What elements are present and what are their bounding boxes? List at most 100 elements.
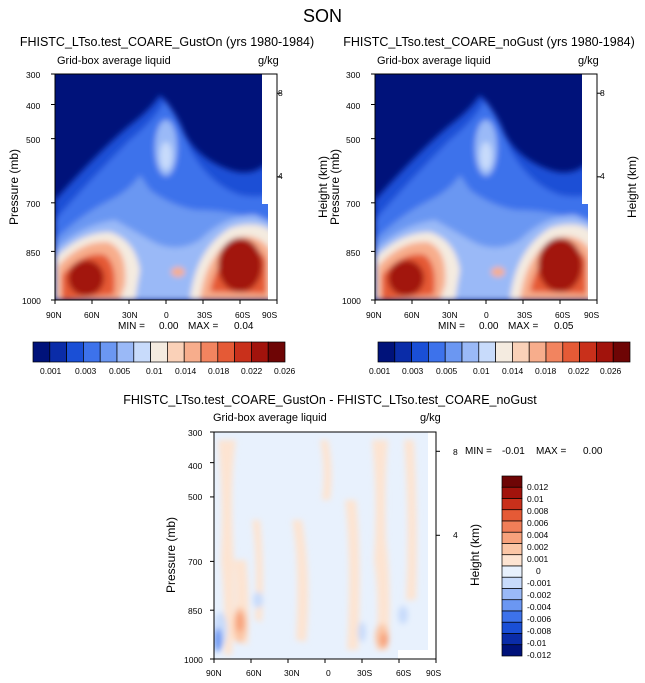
cb3-label-0: 0 <box>536 566 541 576</box>
colorbar-swatch <box>501 576 523 589</box>
colorbar-swatch <box>83 341 101 363</box>
panel2-xtick-30s: 30S <box>517 310 533 320</box>
panel3-xtick-30s: 30S <box>357 668 373 678</box>
panel1-min-value: 0.00 <box>159 321 179 332</box>
cb3-label-0.01: 0.01 <box>527 494 544 504</box>
colorbar-swatch <box>501 565 523 578</box>
colorbar-swatch <box>528 341 547 363</box>
cb3-label-0.012: 0.012 <box>527 482 549 492</box>
panel1-xtick-0: 0 <box>164 310 169 320</box>
panel3-field-label: Grid-box average liquid <box>213 412 327 424</box>
panel3-xtick-30n: 30N <box>284 668 300 678</box>
colorbar-swatch <box>428 341 446 363</box>
cb1-label-0.014: 0.014 <box>175 366 197 376</box>
colorbar-swatch <box>501 498 523 511</box>
panel2-max-label: MAX = <box>508 321 539 332</box>
cb3-label-neg0.002: -0.002 <box>527 590 552 600</box>
cb2-label-0.022: 0.022 <box>568 366 590 376</box>
cb3-label-neg0.012: -0.012 <box>527 650 552 660</box>
colorbar-swatch <box>501 475 523 488</box>
cb3-label-neg0.006: -0.006 <box>527 614 552 624</box>
panel1-xtick-90s: 90S <box>262 310 278 320</box>
panel3-y2tick-4: 4 <box>453 530 458 540</box>
panel2-ytick-850: 850 <box>346 248 361 258</box>
colorbar-swatch <box>461 341 480 363</box>
colorbar-panel2 <box>377 341 631 363</box>
colorbar-swatch <box>579 341 597 363</box>
colorbar-swatch <box>267 341 286 363</box>
colorbar-swatch <box>501 486 523 499</box>
panel1-y2tick-4: 4 <box>278 171 283 181</box>
panel2-y2tick-4: 4 <box>600 171 605 181</box>
colorbar-swatch <box>501 509 523 522</box>
panel2-max-value: 0.05 <box>554 321 574 332</box>
panel2-ytick-500: 500 <box>346 135 361 145</box>
panel1-plot <box>54 73 278 301</box>
colorbar-swatch <box>49 341 67 363</box>
panel2-ytick-700: 700 <box>346 199 361 209</box>
panel3-ytick-1000: 1000 <box>184 655 203 665</box>
cb3-label-0.002: 0.002 <box>527 542 549 552</box>
panel3-ytick-300: 300 <box>188 428 203 438</box>
panel3-xtick-90n: 90N <box>206 668 222 678</box>
colorbar-swatch <box>612 341 631 363</box>
colorbar-swatch <box>512 341 530 363</box>
panel1-max-label: MAX = <box>188 321 219 332</box>
panel2-ytick-1000: 1000 <box>342 296 361 306</box>
cb2-label-0.014: 0.014 <box>502 366 524 376</box>
colorbar-swatch <box>501 610 523 623</box>
cb1-label-0.026: 0.026 <box>274 366 296 376</box>
colorbar-swatch <box>501 588 523 601</box>
cb3-label-0.001: 0.001 <box>527 554 549 564</box>
cb2-label-0.018: 0.018 <box>535 366 557 376</box>
panel1-xtick-30s: 30S <box>197 310 213 320</box>
panel3-plot <box>213 431 437 660</box>
panel2-xtick-90s: 90S <box>584 310 600 320</box>
panel2-field <box>375 74 597 300</box>
figure-title: SON <box>302 6 342 26</box>
cb3-label-neg0.01: -0.01 <box>527 638 547 648</box>
cb3-label-0.004: 0.004 <box>527 530 549 540</box>
cb2-label-0.026: 0.026 <box>600 366 622 376</box>
panel3-min-label: MIN = <box>465 446 492 457</box>
panel3-max-value: 0.00 <box>583 446 603 457</box>
colorbar-swatch <box>183 341 202 363</box>
panel1-ytick-400: 400 <box>26 101 41 111</box>
panel3-xtick-0: 0 <box>326 668 331 678</box>
panel3-ytick-700: 700 <box>188 557 203 567</box>
panel1-xtick-60n: 60N <box>84 310 100 320</box>
colorbar-swatch <box>234 341 252 363</box>
colorbar-swatch <box>501 543 523 556</box>
colorbar-swatch <box>501 644 523 657</box>
cb1-label-0.022: 0.022 <box>241 366 263 376</box>
colorbar-swatch <box>501 633 523 646</box>
panel1-units: g/kg <box>258 55 279 67</box>
colorbar-panel1 <box>32 341 286 363</box>
cb1-label-0.005: 0.005 <box>109 366 131 376</box>
panel1-ytick-850: 850 <box>26 248 41 258</box>
panel1-ytick-700: 700 <box>26 199 41 209</box>
colorbar-swatch <box>133 341 151 363</box>
cb2-label-0.003: 0.003 <box>402 366 424 376</box>
panel1-xtick-90n: 90N <box>46 310 62 320</box>
colorbar-swatch <box>596 341 614 363</box>
colorbar-swatch <box>32 341 51 363</box>
panel1-max-value: 0.04 <box>234 321 254 332</box>
panel2-plot <box>374 73 598 301</box>
cb2-label-0.005: 0.005 <box>436 366 458 376</box>
panel2-y2tick-8: 8 <box>600 88 605 98</box>
colorbar-swatch <box>562 341 580 363</box>
panel3-xtick-60s: 60S <box>396 668 412 678</box>
panel1-xtick-30n: 30N <box>122 310 138 320</box>
colorbar-swatch <box>66 341 84 363</box>
panel3-y2tick-8: 8 <box>453 447 458 457</box>
colorbar-swatch <box>545 341 564 363</box>
panel3-title: FHISTC_LTso.test_COARE_GustOn - FHISTC_L… <box>123 393 537 407</box>
panel3-max-label: MAX = <box>536 446 567 457</box>
panel3-xtick-60n: 60N <box>246 668 262 678</box>
panel3-units: g/kg <box>420 412 441 424</box>
cb1-label-0.003: 0.003 <box>75 366 97 376</box>
panel2-xtick-60s: 60S <box>555 310 571 320</box>
panel2-field-label: Grid-box average liquid <box>377 55 491 67</box>
